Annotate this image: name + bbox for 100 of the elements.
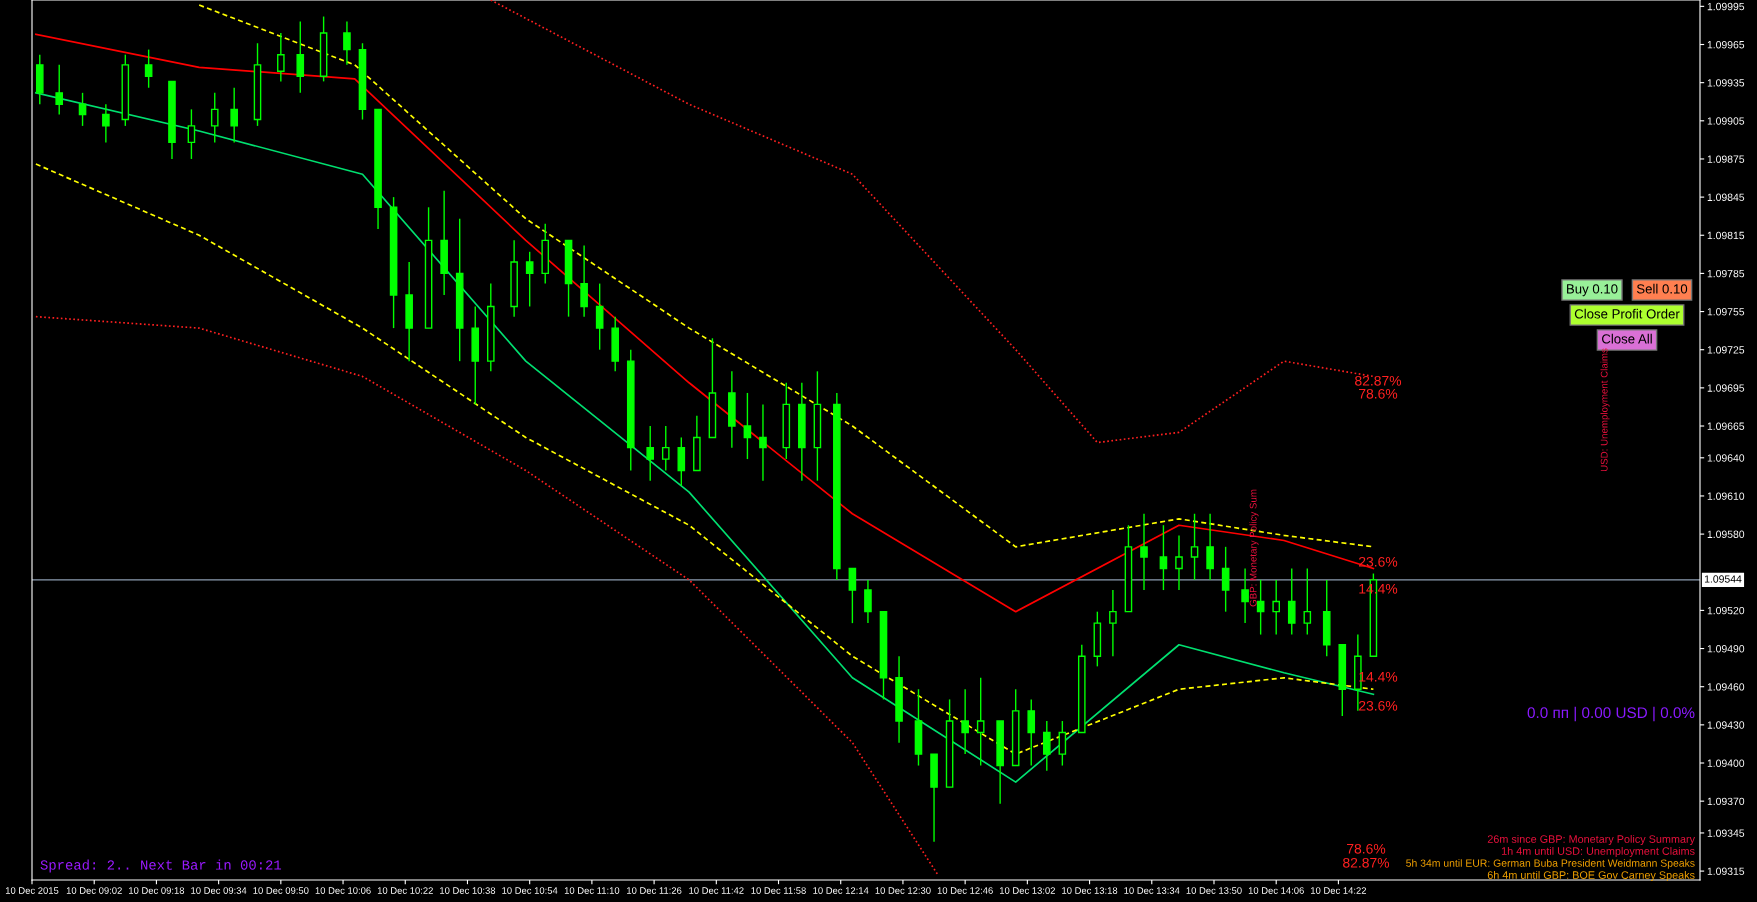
x-tick-label: 10 Dec 14:06: [1248, 887, 1304, 894]
candlestick: [1175, 534, 1183, 591]
candlestick: [1027, 698, 1036, 767]
candlestick: [961, 688, 969, 755]
x-tick-label: 10 Dec 10:54: [502, 887, 558, 894]
candlestick: [1042, 720, 1051, 772]
x-tick-label: 10 Dec 2015: [5, 887, 59, 894]
x-tick-label: 10 Dec 12:30: [875, 887, 931, 894]
candlestick: [1272, 579, 1281, 636]
candlestick: [976, 677, 985, 767]
candlestick: [55, 64, 64, 116]
annotation: GBP: Monetary Policy Sum: [1249, 489, 1259, 607]
candlestick: [1287, 567, 1296, 636]
y-tick-label: 1.09610: [1707, 492, 1745, 500]
y-tick-label: 1.09875: [1707, 155, 1745, 163]
y-tick-label: 1.09490: [1707, 645, 1745, 653]
y-tick-label: 1.09965: [1707, 41, 1745, 49]
candlestick: [1058, 720, 1067, 767]
candlestick: [525, 251, 534, 308]
candlestick: [1159, 524, 1168, 591]
y-tick-label: 1.09460: [1707, 683, 1745, 691]
y-tick-label: 1.09430: [1707, 721, 1745, 729]
candlestick: [661, 425, 670, 472]
x-tick-label: 10 Dec 13:34: [1124, 887, 1180, 894]
x-tick-label: 10 Dec 14:22: [1311, 887, 1367, 894]
x-tick-label: 10 Dec 13:02: [999, 887, 1055, 894]
annotation: USD: Unemployment Claims: [1600, 348, 1610, 472]
candlestick: [646, 425, 655, 482]
annotation: 5h 34m until EUR: German Buba President Weidmann Speaks: [1406, 859, 1695, 869]
x-tick-label: 10 Dec 13:50: [1186, 887, 1242, 894]
annotation: 82.87%: [1355, 375, 1402, 386]
candlestick: [848, 567, 857, 624]
candlestick: [1241, 567, 1249, 624]
candlestick: [1303, 567, 1312, 636]
annotation: Buy 0.10: [1567, 284, 1618, 297]
x-tick-label: 10 Dec 11:42: [689, 887, 744, 894]
annotation: 78.6%: [1347, 843, 1386, 854]
candlestick: [759, 403, 767, 482]
y-tick-label: 1.09755: [1707, 308, 1745, 316]
candlestick: [230, 87, 238, 144]
candlestick: [144, 48, 153, 89]
candlestick: [595, 282, 604, 351]
y-tick-label: 1.09400: [1707, 759, 1745, 767]
y-tick-label: 1.09665: [1707, 422, 1745, 430]
annotation: 26m since GBP: Monetary Policy Summary: [1487, 834, 1695, 846]
x-tick-label: 10 Dec 12:14: [813, 887, 869, 894]
candlestick: [277, 32, 285, 83]
candlestick: [864, 579, 872, 624]
annotation: Close All: [1602, 333, 1652, 344]
candlestick: [1221, 546, 1230, 613]
candlestick: [1256, 579, 1265, 636]
y-tick-label: 1.09315: [1707, 867, 1745, 875]
y-tick-label: 1.09785: [1707, 269, 1745, 278]
candlestick: [78, 92, 87, 127]
x-tick-label: 10 Dec 09:18: [129, 887, 185, 894]
x-tick-label: 10 Dec 09:02: [66, 887, 122, 894]
annotation: 23.6%: [1359, 700, 1398, 711]
candlestick: [1206, 513, 1214, 581]
y-tick-label: 1.09695: [1707, 384, 1745, 392]
x-tick-label: 10 Dec 10:22: [377, 887, 433, 894]
annotation: 23.6%: [1359, 556, 1398, 567]
candlestick: [580, 244, 588, 318]
candlestick: [296, 20, 305, 94]
candlestick: [210, 92, 219, 144]
y-tick-label: 1.09845: [1707, 193, 1745, 201]
y-tick-label: 1.09345: [1707, 829, 1745, 837]
x-tick-label: 10 Dec 13:18: [1062, 887, 1118, 894]
annotation: Close Profit Order: [1574, 308, 1680, 319]
candlestick: [1109, 589, 1117, 657]
annotation: 0.0 пп | 0.00 USD | 0.0%: [1527, 706, 1695, 722]
y-tick-label: 1.09370: [1707, 797, 1745, 806]
candlestick: [102, 103, 110, 144]
annotation: 82.87%: [1343, 857, 1390, 868]
y-tick-label: 1.09580: [1707, 530, 1745, 538]
x-tick-label: 10 Dec 11:58: [751, 887, 806, 894]
candlestick: [343, 20, 351, 66]
y-tick-label: 1.09725: [1707, 346, 1745, 354]
line-series: [35, 315, 939, 876]
ref-line-label: 1.09544: [1704, 575, 1742, 583]
y-tick-label: 1.09815: [1707, 231, 1745, 240]
annotation: 6h 4m until GBP: BOE Gov Carney Speaks: [1487, 870, 1695, 882]
candlestick: [1140, 513, 1148, 591]
candlestick: [187, 108, 196, 160]
y-tick-label: 1.09905: [1707, 117, 1745, 125]
x-tick-label: 10 Dec 10:38: [440, 887, 496, 894]
x-tick-label: 10 Dec 09:50: [253, 887, 309, 894]
y-tick-label: 1.09935: [1707, 79, 1745, 87]
y-tick-label: 1.09640: [1707, 454, 1745, 462]
x-tick-label: 10 Dec 11:10: [564, 887, 620, 894]
x-tick-label: 10 Dec 09:34: [191, 887, 247, 894]
y-tick-label: 1.09520: [1707, 606, 1745, 615]
annotation: 78.6%: [1359, 388, 1398, 399]
annotation: Sell 0.10: [1636, 283, 1688, 294]
candlestick: [1190, 513, 1199, 581]
candlestick: [743, 392, 752, 460]
x-tick-label: 10 Dec 12:46: [937, 887, 993, 894]
x-tick-label: 10 Dec 11:26: [627, 887, 682, 894]
annotation: Spread: 2.. Next Bar in 00:21: [40, 859, 282, 873]
annotation: 1h 4m until USD: Unemployment Claims: [1501, 846, 1695, 858]
candlestick: [677, 436, 686, 487]
